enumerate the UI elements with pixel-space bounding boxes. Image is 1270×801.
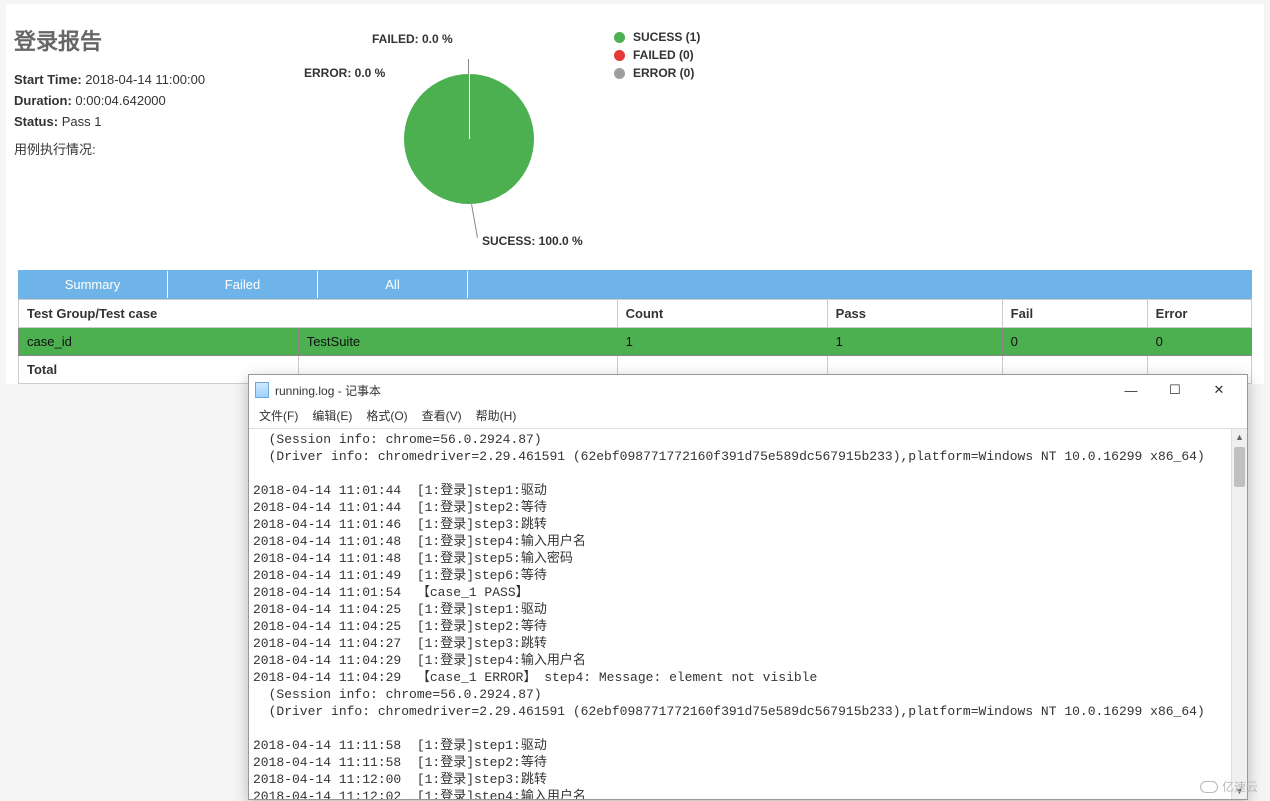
duration-line: Duration: 0:00:04.642000 (14, 93, 304, 108)
pie-chart: FAILED: 0.0 % ERROR: 0.0 % SUCESS: 100.0… (304, 24, 564, 254)
notepad-titlebar[interactable]: running.log - 记事本 — ☐ ✕ (249, 375, 1247, 405)
scroll-thumb[interactable] (1234, 447, 1245, 487)
legend-label: ERROR (0) (633, 66, 694, 80)
table-cell: 0 (1147, 328, 1251, 356)
status-line: Status: Pass 1 (14, 114, 304, 129)
table-row: case_idTestSuite1100 (19, 328, 1252, 356)
notepad-text[interactable]: (Session info: chrome=56.0.2924.87) (Dri… (249, 429, 1231, 799)
duration-value: 0:00:04.642000 (75, 93, 165, 108)
report-title: 登录报告 (14, 24, 304, 56)
start-time-label: Start Time: (14, 72, 82, 87)
chart-legend: SUCESS (1) FAILED (0) ERROR (0) (614, 30, 700, 84)
status-label: Status: (14, 114, 58, 129)
legend-dot-icon (614, 32, 625, 43)
notepad-icon (255, 382, 269, 398)
legend-item: ERROR (0) (614, 66, 700, 80)
notepad-menu-item[interactable]: 帮助(H) (476, 407, 517, 424)
watermark: 亿速云 (1200, 778, 1258, 795)
tab-filler (468, 271, 1252, 298)
window-maximize-button[interactable]: ☐ (1153, 379, 1197, 401)
notepad-menu-item[interactable]: 编辑(E) (312, 407, 352, 424)
pie-label-failed: FAILED: 0.0 % (372, 32, 453, 46)
start-time-line: Start Time: 2018-04-14 11:00:00 (14, 72, 304, 87)
notepad-window[interactable]: running.log - 记事本 — ☐ ✕ 文件(F) 编辑(E) 格式(O) 查… (248, 374, 1248, 800)
table-cell: 1 (827, 328, 1002, 356)
table-header: Error (1147, 300, 1251, 328)
window-close-button[interactable]: ✕ (1197, 379, 1241, 401)
notepad-menu-item[interactable]: 查看(V) (422, 407, 462, 424)
table-cell: 0 (1002, 328, 1147, 356)
tab-summary[interactable]: Summary (18, 271, 168, 298)
tab-failed[interactable]: Failed (168, 271, 318, 298)
pie-label-error: ERROR: 0.0 % (304, 66, 385, 80)
pie-label-success: SUCESS: 100.0 % (482, 234, 583, 248)
notepad-menu-item[interactable]: 格式(O) (366, 407, 407, 424)
results-table: Test Group/Test caseCountPassFailError c… (18, 299, 1252, 384)
legend-item: FAILED (0) (614, 48, 700, 62)
watermark-text: 亿速云 (1222, 778, 1258, 795)
notepad-menu-item[interactable]: 文件(F) (259, 407, 298, 424)
table-cell: 1 (617, 328, 827, 356)
status-value: Pass 1 (62, 114, 102, 129)
pie-tick (471, 204, 478, 238)
result-tabs: SummaryFailedAll (18, 270, 1252, 299)
duration-label: Duration: (14, 93, 72, 108)
table-cell: TestSuite (298, 328, 617, 356)
notepad-menubar: 文件(F) 编辑(E) 格式(O) 查看(V) 帮助(H) (249, 405, 1247, 429)
notepad-scrollbar[interactable]: ▲ ▼ (1231, 429, 1247, 799)
legend-item: SUCESS (1) (614, 30, 700, 44)
pie-graphic (404, 74, 534, 204)
window-minimize-button[interactable]: — (1109, 379, 1153, 401)
legend-label: FAILED (0) (633, 48, 694, 62)
table-header: Count (617, 300, 827, 328)
legend-dot-icon (614, 68, 625, 79)
table-header: Fail (1002, 300, 1147, 328)
notepad-title-text: running.log - 记事本 (275, 382, 381, 399)
table-cell: case_id (19, 328, 299, 356)
report-meta: 登录报告 Start Time: 2018-04-14 11:00:00 Dur… (14, 24, 304, 254)
legend-dot-icon (614, 50, 625, 61)
tab-all[interactable]: All (318, 271, 468, 298)
watermark-icon (1200, 781, 1218, 793)
start-time-value: 2018-04-14 11:00:00 (85, 72, 205, 87)
legend-label: SUCESS (1) (633, 30, 700, 44)
report-panel: 登录报告 Start Time: 2018-04-14 11:00:00 Dur… (6, 4, 1264, 384)
table-header: Test Group/Test case (19, 300, 618, 328)
scroll-up-icon[interactable]: ▲ (1232, 429, 1247, 445)
table-header-row: Test Group/Test caseCountPassFailError (19, 300, 1252, 328)
table-header: Pass (827, 300, 1002, 328)
exec-label: 用例执行情况: (14, 139, 304, 158)
pie-tick (468, 59, 469, 75)
